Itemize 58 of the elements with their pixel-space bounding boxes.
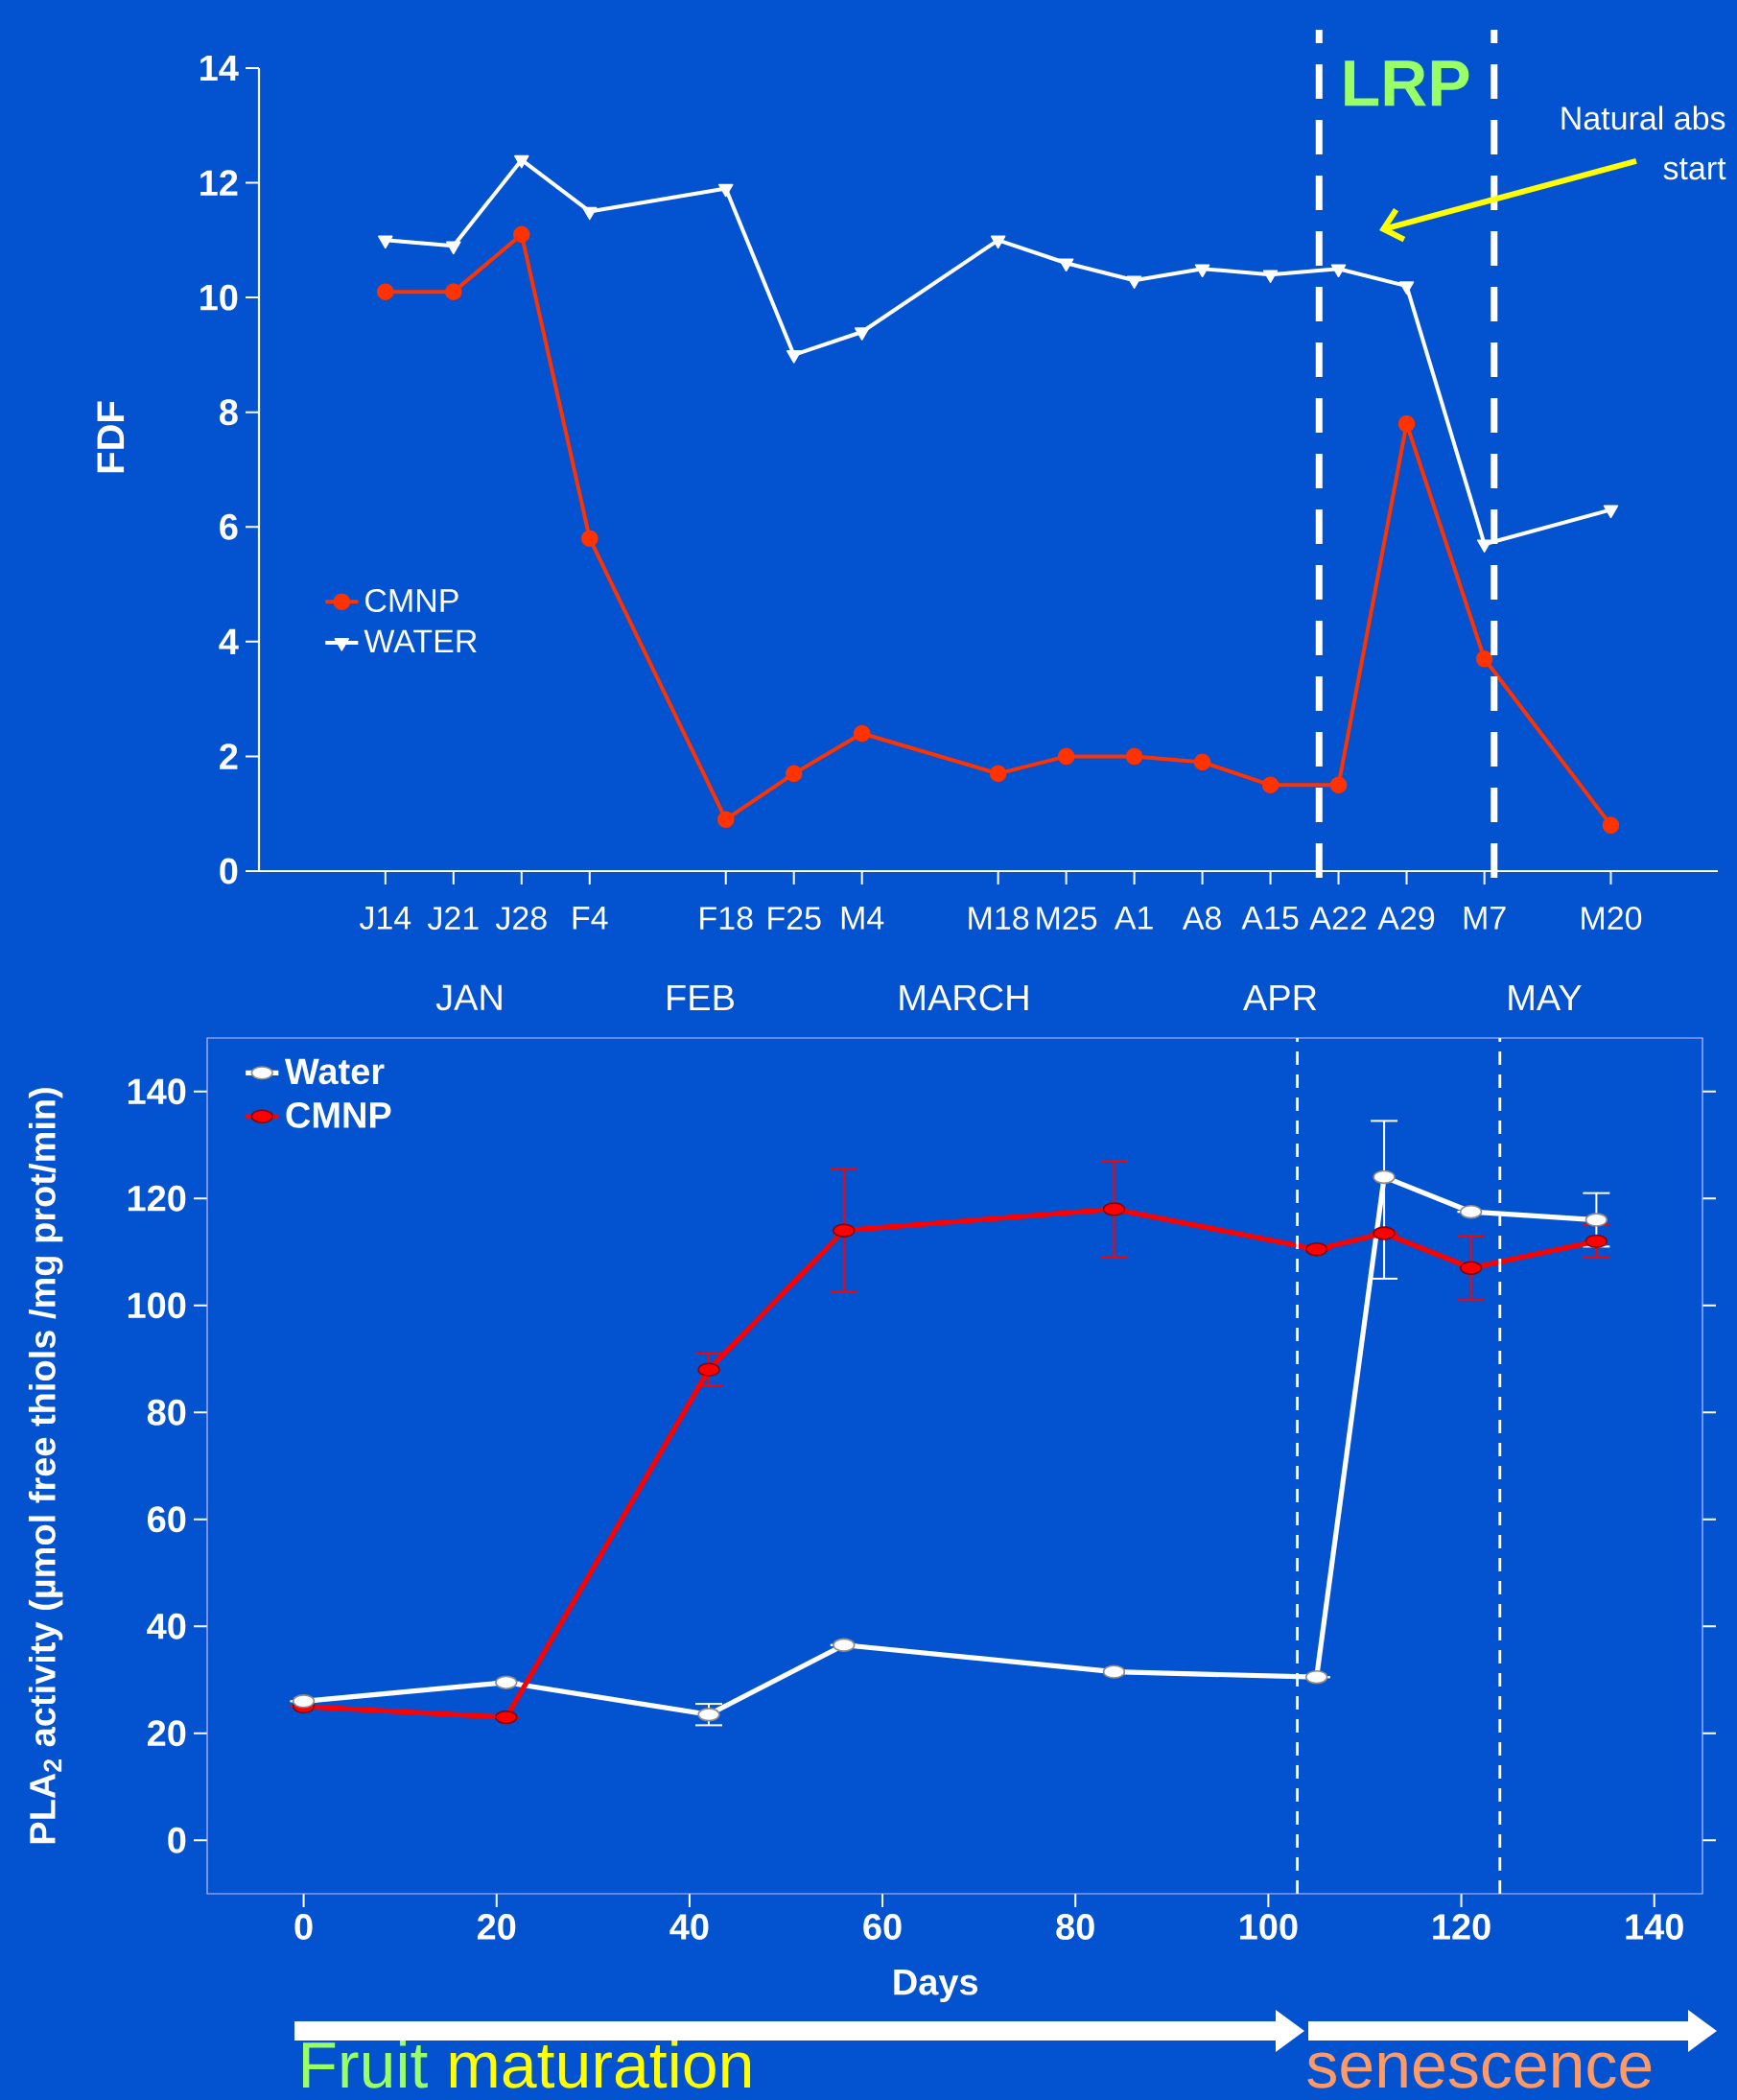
y-tick-label: 40 xyxy=(147,1613,186,1640)
x-tick-label: M7 xyxy=(1464,907,1506,930)
text: JAN xyxy=(435,984,502,1011)
legend-label: Water xyxy=(284,1058,385,1085)
y-tick-label: 10 xyxy=(200,284,238,311)
x-tick-label: M25 xyxy=(1037,907,1097,931)
annotation: Natural abs xyxy=(1561,106,1725,130)
y-tick-label: 80 xyxy=(147,1399,186,1426)
text: maturation xyxy=(450,2040,751,2088)
x-tick-label: 80 xyxy=(1056,1914,1094,1940)
x-axis-title: Days xyxy=(894,1970,978,2003)
x-tick-label: F18 xyxy=(700,907,753,931)
x-tick-label: A15 xyxy=(1241,907,1299,930)
x-tick-label: 140 xyxy=(1626,1914,1683,1940)
x-tick-label: 60 xyxy=(863,1914,902,1940)
text: APR xyxy=(1243,984,1317,1011)
y-tick-label: 100 xyxy=(128,1292,186,1319)
x-tick-label: 40 xyxy=(669,1914,709,1940)
y-tick-label: 20 xyxy=(147,1720,186,1747)
y-tick-label: 120 xyxy=(128,1185,186,1212)
x-tick-label: A8 xyxy=(1182,907,1221,931)
text: MAY xyxy=(1509,984,1582,1011)
text: FEB xyxy=(668,984,734,1011)
text: MARCH xyxy=(900,984,1028,1011)
y-tick-label: 6 xyxy=(220,513,238,540)
ref-line-label: LRP xyxy=(1345,60,1469,106)
x-tick-label: A1 xyxy=(1114,907,1153,930)
y-tick-label: 2 xyxy=(220,743,238,769)
legend-label: WATER xyxy=(364,629,477,653)
x-tick-label: M18 xyxy=(969,907,1029,931)
x-tick-label: F25 xyxy=(768,907,821,931)
x-tick-label: F4 xyxy=(573,907,608,930)
annotation: start xyxy=(1663,157,1726,180)
text: Fruit xyxy=(302,2040,428,2088)
x-tick-label: M20 xyxy=(1582,907,1642,931)
y-tick-label: 0 xyxy=(220,858,238,885)
y-tick-label: 12 xyxy=(200,170,238,196)
x-tick-label: J21 xyxy=(427,907,479,931)
legend-label: CMNP xyxy=(286,1101,391,1128)
y-tick-label: 60 xyxy=(148,1506,186,1533)
y-tick-label: 8 xyxy=(219,399,238,426)
y-tick-label: 0 xyxy=(168,1827,186,1853)
y-axis-title: FDF xyxy=(97,401,125,473)
y-tick-label: 14 xyxy=(200,55,239,82)
legend-label: CMNP xyxy=(365,588,458,613)
text: senescence xyxy=(1307,2052,1652,2088)
y-axis-title: PLA$_{2}$ activity (µmol free thiols /mg prot/min) xyxy=(28,1088,63,1844)
y-tick-label: 4 xyxy=(219,628,239,654)
x-tick-label: 120 xyxy=(1433,1914,1491,1940)
x-tick-label: 20 xyxy=(477,1914,516,1940)
x-tick-label: 100 xyxy=(1240,1914,1298,1940)
x-tick-label: J28 xyxy=(495,907,547,931)
x-tick-label: 0 xyxy=(294,1914,313,1940)
x-tick-label: J14 xyxy=(359,907,411,930)
x-tick-label: M4 xyxy=(841,907,884,930)
x-tick-label: A22 xyxy=(1309,907,1367,930)
x-tick-label: A29 xyxy=(1377,907,1435,931)
y-tick-label: 140 xyxy=(128,1078,186,1105)
